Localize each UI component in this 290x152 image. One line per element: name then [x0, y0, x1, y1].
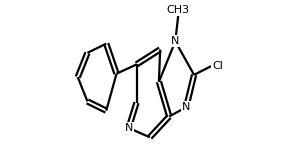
- Text: Cl: Cl: [212, 61, 223, 71]
- Text: N: N: [171, 36, 180, 46]
- Text: N: N: [182, 102, 190, 112]
- Text: N: N: [124, 123, 133, 133]
- Text: CH3: CH3: [167, 5, 190, 15]
